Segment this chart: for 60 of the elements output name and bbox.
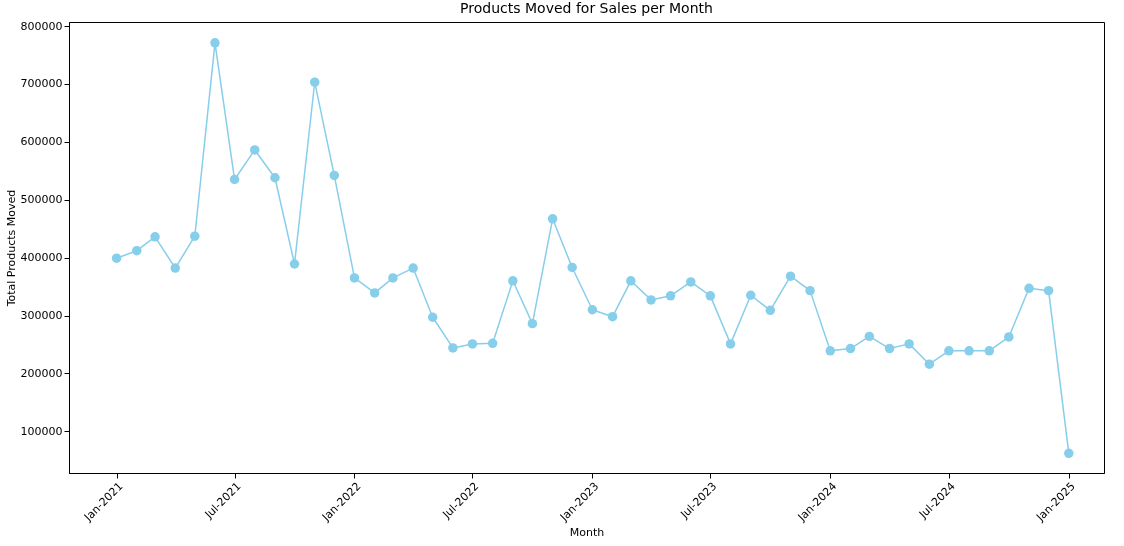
point <box>487 338 498 349</box>
point <box>309 77 320 87</box>
point <box>587 305 598 315</box>
point <box>527 318 538 329</box>
point <box>746 290 756 300</box>
point <box>646 295 656 305</box>
y-tick-label: 700000 <box>20 77 63 91</box>
point <box>805 285 815 296</box>
point <box>150 232 160 242</box>
point <box>665 291 676 301</box>
y-axis-title: Total Products Moved <box>4 189 18 308</box>
y-tick-label: 100000 <box>20 424 63 438</box>
point <box>1004 332 1014 342</box>
point <box>427 312 438 322</box>
point <box>686 277 696 287</box>
point <box>229 174 240 185</box>
point <box>369 288 380 298</box>
point <box>607 311 618 322</box>
point <box>170 263 180 273</box>
point <box>626 276 636 286</box>
point <box>270 173 280 183</box>
point <box>547 214 558 224</box>
y-tick-label: 500000 <box>20 193 63 207</box>
point <box>785 271 796 281</box>
point <box>289 259 300 269</box>
point <box>964 346 974 356</box>
point <box>388 273 398 283</box>
point <box>508 276 518 286</box>
y-tick-label: 300000 <box>20 309 63 323</box>
point <box>944 346 954 356</box>
point <box>210 38 220 48</box>
point <box>408 263 418 273</box>
y-tick-label: 800000 <box>20 19 63 33</box>
point <box>845 343 856 354</box>
point <box>329 170 340 181</box>
point <box>864 331 875 342</box>
point <box>725 339 736 349</box>
point <box>1024 283 1034 294</box>
point <box>924 359 935 369</box>
point <box>825 346 835 356</box>
point <box>904 339 914 349</box>
point <box>132 245 142 256</box>
y-tick-label: 200000 <box>20 366 63 380</box>
point <box>705 291 716 301</box>
point <box>1043 285 1054 296</box>
chart-title: Products Moved for Sales per Month <box>460 0 713 17</box>
x-axis-title: Month <box>569 525 605 539</box>
point <box>190 231 200 241</box>
point <box>467 339 478 349</box>
point <box>765 305 776 316</box>
point <box>567 262 577 273</box>
point <box>448 343 458 353</box>
point <box>111 253 122 263</box>
y-tick-label: 600000 <box>20 135 63 149</box>
point <box>250 145 260 155</box>
point <box>349 273 360 283</box>
point <box>884 343 895 354</box>
point <box>1064 448 1074 459</box>
point <box>984 346 995 356</box>
y-tick-label: 400000 <box>20 251 63 265</box>
